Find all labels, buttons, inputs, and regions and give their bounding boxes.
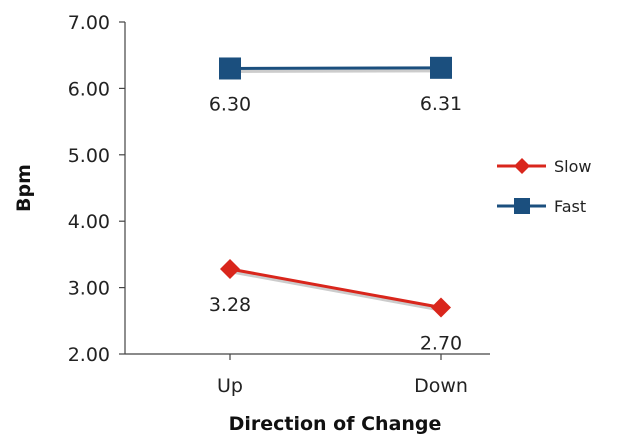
y-tick-label: 4.00: [68, 211, 110, 233]
series-layer: 3.28 2.70 6.30 6.31: [209, 56, 462, 355]
legend-fast-marker: [514, 198, 530, 214]
y-tick-label: 7.00: [68, 12, 110, 34]
axes: [124, 22, 490, 355]
y-tick-label: 3.00: [68, 278, 110, 300]
y-tick-label: 2.00: [68, 344, 110, 366]
slow-point-marker: [431, 297, 451, 318]
legend-fast-label: Fast: [554, 197, 586, 216]
slow-series-line: [229, 267, 442, 309]
y-tick-label: 6.00: [68, 78, 110, 100]
x-ticks: Up Down: [217, 354, 468, 397]
x-tick-label: Up: [217, 375, 243, 397]
fast-data-label: 6.31: [420, 93, 462, 115]
fast-data-label: 6.30: [209, 93, 251, 115]
slow-data-label: 3.28: [209, 294, 251, 316]
legend-slow-label: Slow: [554, 157, 591, 176]
fast-point-marker: [219, 57, 241, 80]
slow-data-label: 2.70: [420, 333, 462, 355]
fast-point-marker: [430, 56, 452, 79]
fast-series-shadow: [231, 69, 444, 73]
y-ticks: 7.00 6.00 5.00 4.00 3.00 2.00: [68, 12, 125, 366]
legend-slow-marker: [514, 158, 530, 174]
legend: Slow Fast: [497, 157, 591, 216]
y-tick-label: 5.00: [68, 145, 110, 167]
slow-point-marker: [220, 259, 240, 280]
y-axis-title: Bpm: [13, 164, 35, 212]
fast-series-line: [229, 66, 442, 70]
x-axis-title: Direction of Change: [229, 413, 442, 435]
slow-series-shadow: [231, 270, 444, 312]
x-tick-label: Down: [414, 375, 468, 397]
